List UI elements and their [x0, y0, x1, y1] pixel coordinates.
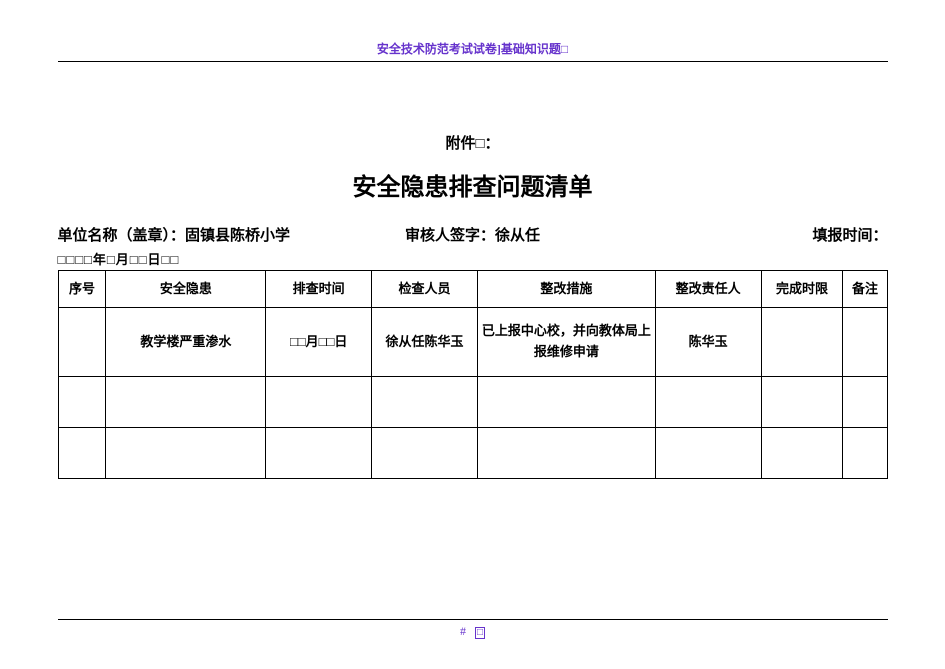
cell-empty	[761, 428, 843, 479]
info-row: 单位名称（盖章）：固镇县陈桥小学 审核人签字：徐从任 填报时间：	[58, 224, 888, 245]
col-seq: 序号	[58, 271, 106, 308]
table-body: 教学楼严重渗水□□月□□日徐从任陈华玉已上报中心校，并向教体局上报维修申请陈华玉	[58, 308, 887, 479]
col-risk: 安全隐患	[106, 271, 266, 308]
content-area: 附件□： 安全隐患排查问题清单 单位名称（盖章）：固镇县陈桥小学 审核人签字：徐…	[58, 62, 888, 479]
cell-empty	[761, 377, 843, 428]
main-table: 序号 安全隐患 排查时间 检查人员 整改措施 整改责任人 完成时限 备注 教学楼…	[58, 270, 888, 479]
col-measure: 整改措施	[477, 271, 655, 308]
col-note: 备注	[843, 271, 887, 308]
col-inspector: 检查人员	[372, 271, 478, 308]
page-header-text: 安全技术防范考试试卷]基础知识题□	[0, 0, 945, 57]
col-time: 排查时间	[266, 271, 372, 308]
cell-due	[761, 308, 843, 377]
cell-measure: 已上报中心校，并向教体局上报维修申请	[477, 308, 655, 377]
reviewer-label: 审核人签字：	[405, 228, 495, 244]
cell-empty	[106, 428, 266, 479]
page-footer: # □	[0, 619, 945, 639]
cell-empty	[266, 428, 372, 479]
footer-page: #	[460, 624, 466, 638]
report-time-label: 填报时间：	[812, 228, 887, 244]
table-row-empty	[58, 377, 887, 428]
col-due: 完成时限	[761, 271, 843, 308]
cell-risk: 教学楼严重渗水	[106, 308, 266, 377]
cell-empty	[843, 377, 887, 428]
cell-seq	[58, 308, 106, 377]
cell-empty	[477, 428, 655, 479]
pre-table-text: □□□□年□月□□日□□	[58, 249, 888, 268]
footer-line	[58, 619, 888, 620]
unit-value: 固镇县陈桥小学	[185, 228, 290, 244]
cell-empty	[58, 377, 106, 428]
cell-empty	[843, 428, 887, 479]
table-header-row: 序号 安全隐患 排查时间 检查人员 整改措施 整改责任人 完成时限 备注	[58, 271, 887, 308]
cell-empty	[58, 428, 106, 479]
cell-empty	[655, 428, 761, 479]
cell-empty	[372, 428, 478, 479]
cell-empty	[266, 377, 372, 428]
cell-empty	[477, 377, 655, 428]
unit-cell: 单位名称（盖章）：固镇县陈桥小学	[58, 224, 291, 245]
cell-empty	[655, 377, 761, 428]
attachment-label: 附件□：	[58, 132, 888, 153]
col-owner: 整改责任人	[655, 271, 761, 308]
cell-inspector: 徐从任陈华玉	[372, 308, 478, 377]
reviewer-value: 徐从任	[495, 228, 540, 244]
unit-label: 单位名称（盖章）：	[58, 228, 186, 244]
cell-time: □□月□□日	[266, 308, 372, 377]
cell-note	[843, 308, 887, 377]
cell-empty	[372, 377, 478, 428]
cell-empty	[106, 377, 266, 428]
cell-owner: 陈华玉	[655, 308, 761, 377]
document-title: 安全隐患排查问题清单	[58, 167, 888, 202]
report-time-cell: 填报时间：	[812, 224, 887, 245]
footer-box-icon: □	[475, 627, 485, 639]
reviewer-cell: 审核人签字：徐从任	[405, 224, 540, 245]
table-row: 教学楼严重渗水□□月□□日徐从任陈华玉已上报中心校，并向教体局上报维修申请陈华玉	[58, 308, 887, 377]
table-row-empty	[58, 428, 887, 479]
